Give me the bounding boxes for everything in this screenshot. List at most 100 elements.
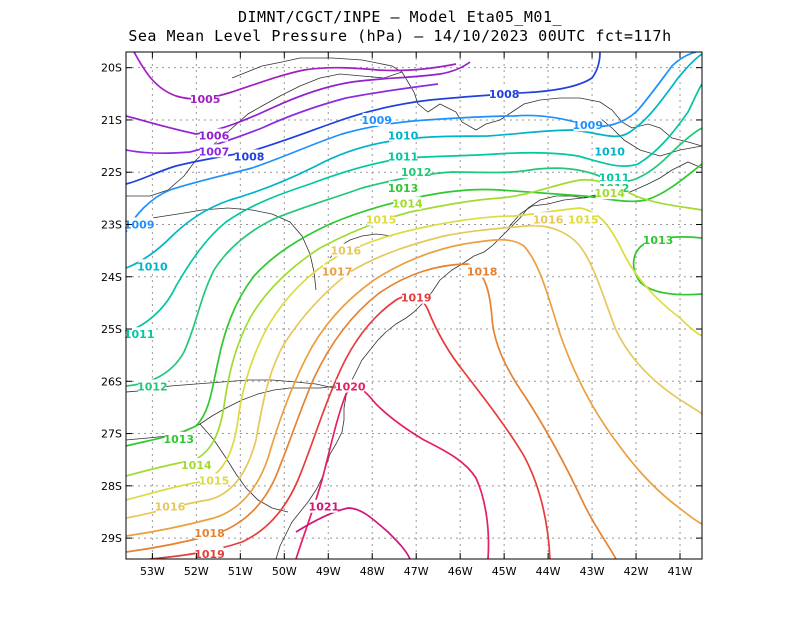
isobar-label: 1010 — [594, 145, 625, 158]
state-border — [599, 117, 702, 157]
isobar-label: 1012 — [401, 166, 432, 179]
lon-tick-label: 41W — [668, 565, 693, 578]
isobar-1018 — [126, 263, 617, 559]
isobar-label: 1015 — [199, 475, 230, 488]
figure-title-line2: Sea Mean Level Pressure (hPa) — 14/10/20… — [128, 27, 672, 45]
isobar-label: 1016 — [155, 501, 186, 514]
isobar-1008 — [126, 52, 601, 185]
isobar-1020 — [295, 386, 490, 559]
lon-tick-label: 45W — [492, 565, 517, 578]
isobar-1007 — [126, 83, 439, 155]
isobar-label: 1016 — [533, 213, 564, 226]
isobar-label-bg — [164, 431, 193, 445]
isobar-1005 — [133, 52, 457, 100]
isobar-label: 1011 — [388, 151, 419, 164]
lat-tick-label: 25S — [101, 323, 122, 336]
state-border — [126, 207, 317, 291]
isobar-label: 1013 — [643, 234, 674, 247]
isobar-label-bg — [490, 86, 519, 100]
isobar-label-bg — [389, 128, 418, 142]
isobar-label-bg — [534, 212, 563, 226]
isobar-label: 1019 — [194, 548, 225, 561]
lon-tick-label: 44W — [536, 565, 561, 578]
isobar-label-bg — [199, 144, 228, 158]
isobar-label-bg — [402, 165, 431, 179]
isobar-label: 1010 — [388, 130, 419, 143]
isobar-label-bg — [199, 128, 228, 142]
isobar-label: 1014 — [181, 459, 212, 472]
isobar-label-bg — [331, 243, 360, 257]
lat-tick-label: 29S — [101, 532, 122, 545]
lon-tick-label: 47W — [404, 565, 429, 578]
isobar-label: 1020 — [335, 381, 366, 394]
isobar-1019 — [149, 295, 551, 559]
axis-ticks: 20S 21S 22S 23S 24S 25S 26S 27S 28S 29S 53W 52W 51W 5… — [101, 52, 702, 578]
isobar-label-bg — [323, 264, 352, 278]
isobar-label-bg — [125, 217, 154, 231]
isobar-label-bg — [138, 379, 167, 393]
isobar-label: 1019 — [401, 292, 432, 305]
isobar-1011 — [126, 83, 702, 333]
plot-frame — [125, 51, 703, 560]
isobar-label-bg — [573, 118, 602, 132]
isobar-label-bg — [309, 499, 338, 513]
isobar-label-bg — [389, 149, 418, 163]
isobar-label-bg — [367, 212, 396, 226]
state-border — [507, 193, 601, 229]
lon-tick-label: 48W — [360, 565, 385, 578]
isobar-label: 1011 — [124, 328, 155, 341]
lat-tick-label: 22S — [101, 166, 122, 179]
state-border — [126, 71, 403, 197]
isobar-label: 1009 — [572, 119, 603, 132]
isobar-label-bg — [362, 112, 391, 126]
isobar-1010 — [126, 53, 702, 269]
lon-tick-label: 46W — [448, 565, 473, 578]
isobar-label: 1008 — [234, 151, 265, 164]
isobar-label: 1006 — [199, 130, 230, 143]
isobar-label-bg — [644, 233, 673, 247]
lon-tick-label: 51W — [228, 565, 253, 578]
isobar-label: 1014 — [594, 187, 625, 200]
lon-tick-label: 43W — [580, 565, 605, 578]
isobar-1015 — [126, 207, 702, 501]
isobar-label-bg — [402, 290, 431, 304]
lon-tick-label: 52W — [184, 565, 209, 578]
isobar-labels: 1005 1006 1007 1008 1008 1009 1009 1009 1010 1010… — [124, 86, 674, 561]
isobar-label-bg — [195, 525, 224, 539]
isobar-label: 1014 — [392, 198, 423, 211]
isobar-label-bg — [569, 212, 598, 226]
isobar-label-bg — [199, 473, 228, 487]
isobar-layer — [126, 52, 702, 559]
isobar-1016 — [126, 224, 702, 519]
isobar-label: 1009 — [124, 218, 155, 231]
lat-tick-label: 20S — [101, 62, 122, 75]
lat-tick-label: 24S — [101, 271, 122, 284]
isobar-label: 1013 — [388, 182, 419, 195]
isobar-label-bg — [389, 180, 418, 194]
isobar-label-bg — [600, 170, 629, 184]
isobar-label: 1015 — [366, 213, 397, 226]
lat-tick-label: 28S — [101, 480, 122, 493]
isobar-label: 1021 — [309, 501, 340, 514]
isobar-label: 1015 — [568, 213, 599, 226]
isobar-label: 1018 — [467, 266, 498, 279]
isobar-1021 — [295, 507, 411, 559]
isobar-label-bg — [393, 196, 422, 210]
coastline — [231, 57, 702, 147]
lat-tick-label: 23S — [101, 218, 122, 231]
lat-tick-label: 27S — [101, 428, 122, 441]
lat-tick-label: 21S — [101, 114, 122, 127]
isobar-label-bg — [595, 144, 624, 158]
isobar-label: 1009 — [361, 114, 392, 127]
isobar-label-bg — [595, 186, 624, 200]
isobar-label: 1008 — [489, 88, 520, 101]
state-border — [199, 423, 289, 513]
lat-tick-label: 26S — [101, 375, 122, 388]
isobar-label: 1018 — [194, 527, 225, 540]
lon-tick-label: 49W — [316, 565, 341, 578]
isobar-label: 1017 — [322, 266, 353, 279]
figure-title-line1: DIMNT/CGCT/INPE — Model Eta05_M01_ — [237, 8, 563, 26]
isobar-1009 — [126, 52, 697, 233]
isobar-1017 — [126, 238, 702, 537]
isobar-label-bg — [182, 457, 211, 471]
